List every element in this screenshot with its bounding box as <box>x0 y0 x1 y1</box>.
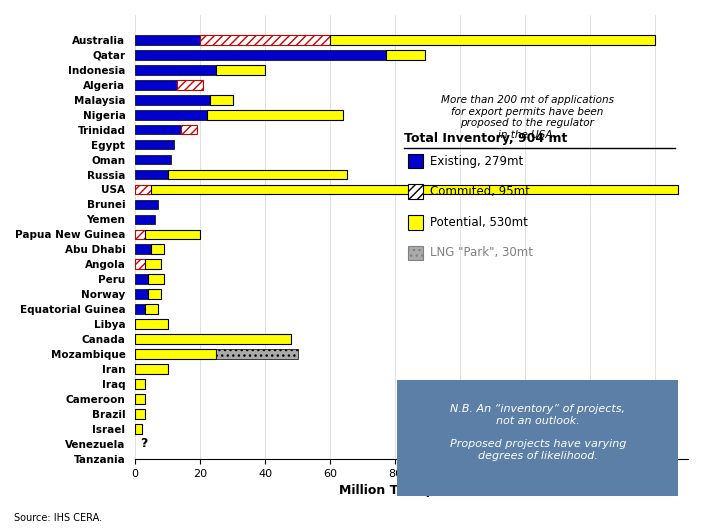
Bar <box>148 289 161 299</box>
Bar <box>135 319 167 329</box>
Text: Potential, 530mt: Potential, 530mt <box>430 216 528 229</box>
Bar <box>217 349 297 359</box>
Bar <box>135 409 145 419</box>
Bar <box>217 65 265 74</box>
Bar <box>167 169 347 180</box>
Bar <box>135 110 207 119</box>
Bar <box>135 289 148 299</box>
Bar <box>135 424 141 434</box>
Bar <box>145 304 158 314</box>
Text: More than 200 mt of applications
for export permits have been
proposed to the re: More than 200 mt of applications for exp… <box>441 95 614 140</box>
Bar <box>135 125 181 135</box>
Bar <box>135 379 145 389</box>
Bar <box>135 65 217 74</box>
Text: Commited, 95mt: Commited, 95mt <box>430 185 530 198</box>
Bar <box>177 80 203 90</box>
Bar <box>135 334 291 344</box>
Bar <box>135 349 217 359</box>
Bar <box>135 155 171 164</box>
Bar <box>135 394 145 404</box>
Bar <box>135 275 148 284</box>
Bar <box>135 200 158 209</box>
Text: Total Inventory, 904 mt: Total Inventory, 904 mt <box>404 132 567 145</box>
Bar <box>135 50 385 60</box>
Bar <box>210 95 233 105</box>
Bar <box>151 244 165 254</box>
Bar <box>135 364 167 374</box>
Text: N.B. An “inventory” of projects,
not an outlook.

Proposed projects have varying: N.B. An “inventory” of projects, not an … <box>450 404 626 460</box>
Bar <box>151 185 678 194</box>
Bar <box>135 35 200 45</box>
Bar <box>135 95 210 105</box>
Bar <box>385 50 425 60</box>
Bar <box>135 140 174 149</box>
Bar <box>135 185 151 194</box>
Text: ?: ? <box>140 437 148 450</box>
X-axis label: Million Tons per Year: Million Tons per Year <box>339 484 484 497</box>
Bar <box>135 259 145 269</box>
Bar <box>181 125 197 135</box>
Bar <box>135 214 155 224</box>
Bar <box>135 80 177 90</box>
Bar <box>135 230 145 239</box>
Bar <box>135 304 145 314</box>
Bar <box>207 110 343 119</box>
Bar <box>145 259 161 269</box>
Bar <box>330 35 655 45</box>
Text: Source: IHS CERA.: Source: IHS CERA. <box>14 513 102 523</box>
Text: LNG "Park", 30mt: LNG "Park", 30mt <box>430 247 534 259</box>
Bar <box>135 169 167 180</box>
Bar <box>200 35 330 45</box>
Bar <box>145 230 200 239</box>
Text: Existing, 279mt: Existing, 279mt <box>430 155 524 167</box>
Bar <box>135 244 151 254</box>
Bar <box>148 275 165 284</box>
